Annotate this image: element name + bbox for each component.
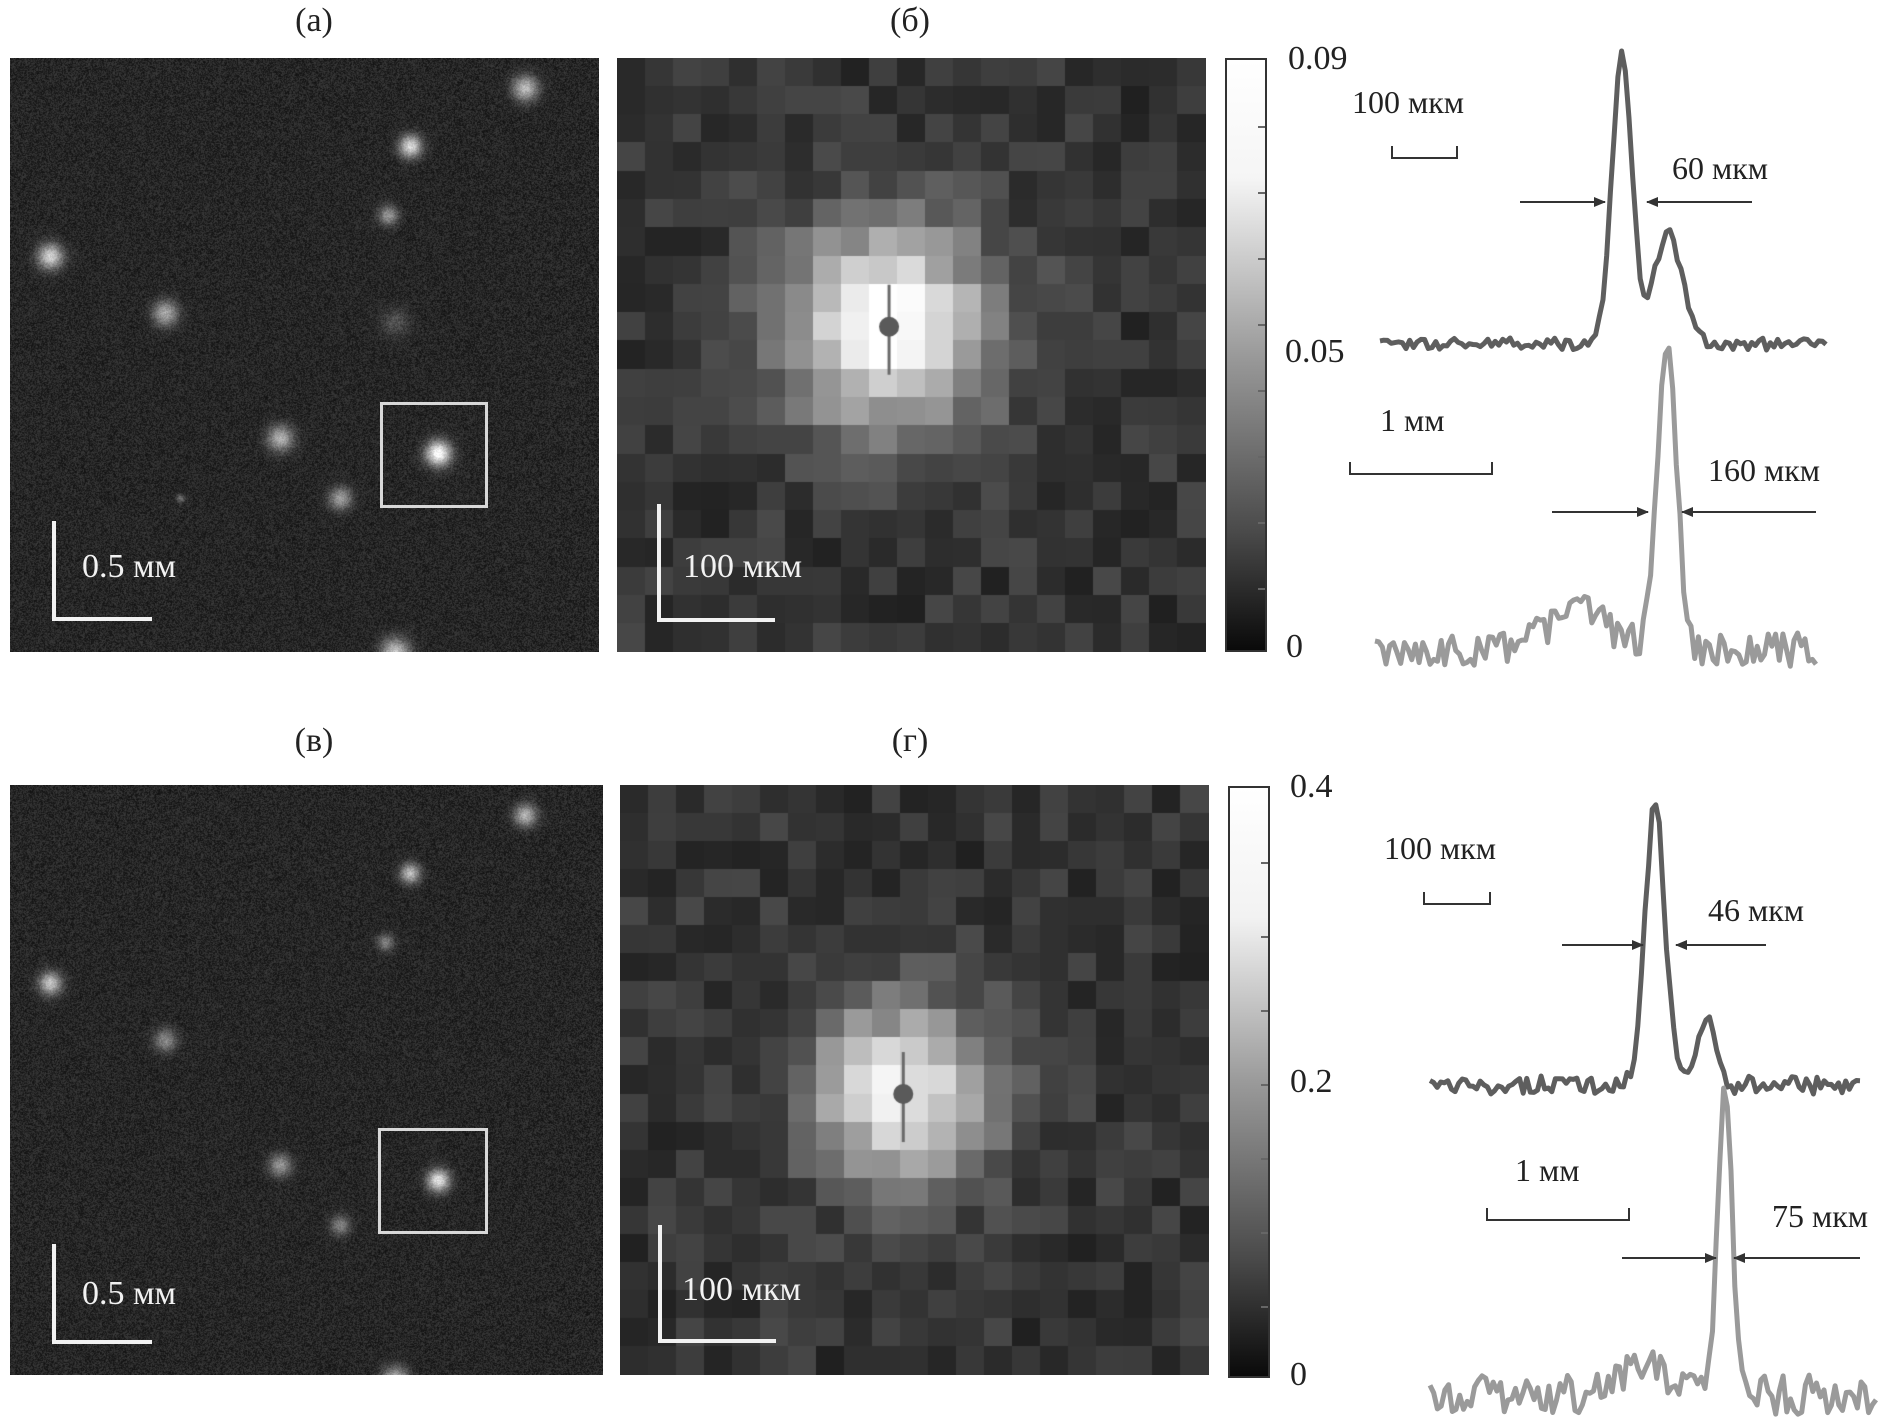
scale-bracket-bottom-wide: [1486, 1208, 1630, 1221]
scale-label-c: 0.5 мм: [82, 1275, 177, 1312]
profile-bottom-narrow-fwhm-label: 46 мкм: [1708, 892, 1805, 928]
profile-curve-bottom-narrow: [1428, 802, 1861, 1097]
colorbar-top-min-label: 0: [1286, 628, 1303, 665]
profile-top-narrow-scale-label: 100 мкм: [1352, 84, 1465, 120]
scale-bar-horizontal-d: [658, 1339, 776, 1343]
panel-label-d: (г): [891, 722, 929, 759]
scale-bar-vertical-d: [658, 1225, 662, 1343]
colorbar-tick: [1258, 258, 1265, 260]
panel-label-a: (а): [295, 2, 333, 39]
zoomed-canvas-b: [617, 58, 1206, 652]
scale-bar-vertical-a: [52, 521, 56, 621]
colorbar-tick: [1258, 324, 1265, 326]
colorbar-tick: [1261, 1232, 1268, 1234]
roi-box-a: [380, 402, 488, 508]
colorbar-tick: [1258, 126, 1265, 128]
colorbar-tick: [1261, 936, 1268, 938]
colorbar-tick: [1258, 192, 1265, 194]
scale-label-a: 0.5 мм: [82, 548, 177, 585]
colorbar-tick: [1261, 1010, 1268, 1012]
colorbar-tick: [1258, 588, 1265, 590]
panel-label-b: (б): [890, 2, 930, 39]
profile-curve-bottom-wide: [1427, 1085, 1879, 1417]
colorbar-tick: [1258, 390, 1265, 392]
profile-top-wide-fwhm-label: 160 мкм: [1708, 452, 1821, 488]
colorbar-bottom-min-label: 0: [1290, 1356, 1307, 1393]
profile-curve-top-narrow: [1379, 48, 1828, 353]
scale-label-b: 100 мкм: [683, 548, 803, 585]
profile-curve-top-wide: [1374, 345, 1818, 669]
colorbar-bottom-mid-label: 0.2: [1290, 1063, 1333, 1100]
colorbar-top-max-label: 0.09: [1288, 40, 1348, 77]
scale-bar-horizontal-b: [657, 618, 775, 622]
scale-bracket-top-wide: [1349, 462, 1493, 475]
colorbar-tick: [1258, 522, 1265, 524]
profile-bottom-wide-scale-label: 1 мм: [1515, 1152, 1580, 1188]
colorbar-tick: [1261, 1306, 1268, 1308]
scale-bracket-bottom-narrow: [1423, 892, 1491, 905]
profile-bottom-narrow-scale-label: 100 мкм: [1384, 830, 1497, 866]
zoomed-image-d: 100 мкм: [620, 785, 1209, 1375]
roi-box-c: [378, 1128, 488, 1234]
colorbar-tick: [1261, 1158, 1268, 1160]
colorbar-bottom-max-label: 0.4: [1290, 768, 1333, 805]
scale-label-d: 100 мкм: [682, 1271, 802, 1308]
colorbar-bottom: [1228, 786, 1270, 1378]
scale-bar-horizontal-c: [52, 1340, 152, 1344]
zoomed-canvas-d: [620, 785, 1209, 1375]
colorbar-tick: [1258, 456, 1265, 458]
scale-bar-horizontal-a: [52, 617, 152, 621]
colorbar-top: [1225, 58, 1267, 652]
wide-field-image-c: 0.5 мм: [10, 785, 603, 1375]
scale-bar-vertical-b: [657, 504, 661, 622]
wide-field-canvas-a: [10, 58, 599, 652]
wide-field-canvas-c: [10, 785, 603, 1375]
scale-bar-vertical-c: [52, 1244, 56, 1344]
colorbar-tick: [1261, 1084, 1268, 1086]
profile-bottom-wide-fwhm-label: 75 мкм: [1772, 1198, 1869, 1234]
zoomed-image-b: 100 мкм: [617, 58, 1206, 652]
colorbar-top-mid-label: 0.05: [1285, 333, 1345, 370]
profile-top-wide-scale-label: 1 мм: [1380, 402, 1445, 438]
scale-bracket-top-narrow: [1391, 146, 1458, 159]
colorbar-tick: [1261, 862, 1268, 864]
wide-field-image-a: 0.5 мм: [10, 58, 599, 652]
panel-label-c: (в): [294, 722, 334, 759]
profile-curves: [1374, 48, 1879, 1417]
profile-top-narrow-fwhm-label: 60 мкм: [1672, 150, 1769, 186]
